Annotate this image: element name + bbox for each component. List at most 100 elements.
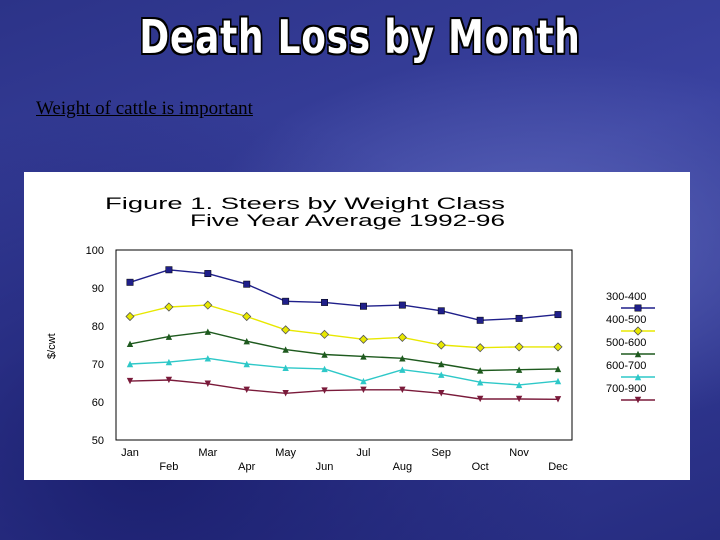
data-point (319, 329, 330, 339)
data-point (321, 298, 328, 306)
data-point (243, 360, 250, 368)
data-point (634, 396, 642, 404)
y-tick-label: 60 (92, 397, 104, 409)
data-point (438, 390, 445, 397)
data-point (126, 340, 134, 348)
line-chart: Figure 1. Steers by Weight Class Five Ye… (46, 194, 655, 473)
data-point (126, 377, 134, 385)
x-tick-label: Sep (431, 447, 451, 459)
data-point (358, 334, 369, 344)
legend-item-300-400: 300-400 (606, 291, 655, 312)
data-point (399, 386, 406, 394)
data-point (282, 297, 290, 305)
data-point (476, 367, 484, 374)
y-axis: 100 90 80 70 60 50 (86, 245, 104, 447)
series-line (129, 304, 558, 349)
legend-label: 500-600 (606, 337, 646, 349)
chart-title-line2: Five Year Average 1992-96 (190, 211, 505, 230)
legend-label: 700-900 (606, 383, 646, 395)
x-axis: Jan Feb Mar Apr May Jun Jul Aug Sep Oct Nov Dec (121, 447, 568, 473)
legend-label: 400-500 (606, 314, 646, 326)
data-point (515, 314, 523, 322)
y-tick-label: 90 (92, 283, 104, 295)
data-point (125, 311, 135, 322)
y-tick-label: 80 (92, 321, 104, 333)
data-point (165, 266, 173, 274)
chart-title-line1: Figure 1. Steers by Weight Class (105, 194, 505, 213)
data-point (243, 386, 250, 394)
data-point (360, 302, 367, 310)
y-tick-label: 70 (92, 359, 104, 371)
data-point (242, 311, 252, 322)
data-point (476, 316, 484, 324)
series-line (129, 330, 559, 372)
x-tick-label: May (275, 447, 296, 459)
data-point (399, 366, 406, 373)
data-point (281, 325, 291, 335)
data-point (164, 302, 174, 312)
plot-area (115, 249, 573, 441)
y-axis-label: $/cwt (46, 333, 58, 359)
data-point (243, 338, 250, 345)
data-point (476, 379, 484, 386)
legend-item-600-700: 600-700 (606, 360, 655, 381)
data-point (437, 307, 445, 315)
chart-panel: Figure 1. Steers by Weight Class Five Ye… (24, 172, 690, 480)
series-600-700 (126, 355, 562, 389)
x-tick-label: Feb (159, 461, 178, 473)
data-point (126, 278, 134, 286)
legend-item-700-900: 700-900 (606, 383, 655, 404)
data-point (282, 364, 289, 371)
data-point (634, 304, 642, 312)
x-tick-label: Aug (393, 461, 413, 473)
data-point (514, 342, 524, 352)
data-point (360, 377, 367, 385)
data-point (126, 360, 134, 368)
series-400-500 (125, 300, 563, 353)
data-point (438, 371, 445, 378)
legend: 300-400 400-500 500-600 600-700 700-900 (606, 291, 655, 404)
data-point (204, 270, 212, 278)
data-point (282, 346, 289, 353)
data-point (554, 365, 562, 373)
data-point (360, 353, 367, 360)
data-point (397, 332, 407, 342)
data-point (633, 326, 643, 336)
data-point (165, 376, 173, 384)
legend-label: 600-700 (606, 360, 646, 372)
slide-subtitle: Weight of cattle is important (36, 98, 253, 119)
x-tick-label: Apr (238, 461, 255, 473)
data-point (321, 387, 328, 394)
data-point (515, 366, 523, 373)
data-point (203, 300, 213, 310)
series-300-400 (126, 266, 562, 324)
y-tick-label: 100 (86, 245, 104, 257)
legend-item-400-500: 400-500 (606, 314, 655, 336)
data-point (165, 358, 173, 366)
series-700-900 (126, 376, 562, 403)
data-point (554, 377, 562, 385)
series-line (129, 379, 559, 400)
y-tick-label: 50 (92, 435, 104, 447)
x-tick-label: Oct (472, 461, 489, 473)
x-tick-label: Jun (316, 461, 334, 473)
x-tick-label: Dec (548, 461, 568, 473)
series-line (129, 357, 559, 386)
data-point (554, 396, 562, 403)
data-point (398, 301, 406, 309)
data-point (321, 351, 328, 358)
data-point (204, 355, 212, 362)
data-point (476, 395, 484, 403)
slide-title: Death Loss by Month (139, 10, 581, 64)
data-point (399, 355, 406, 362)
x-tick-label: Mar (198, 447, 217, 459)
series-group (125, 266, 563, 403)
data-point (634, 350, 642, 358)
data-point (436, 340, 446, 350)
data-point (475, 343, 485, 353)
x-tick-label: Jul (356, 447, 370, 459)
data-point (515, 395, 523, 403)
data-point (515, 381, 523, 389)
data-point (553, 342, 563, 352)
legend-item-500-600: 500-600 (606, 337, 655, 358)
